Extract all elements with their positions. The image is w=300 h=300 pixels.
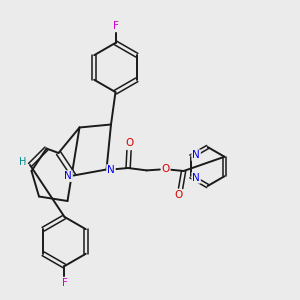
Text: N: N	[192, 150, 200, 160]
Text: H: H	[19, 157, 26, 167]
Text: N: N	[192, 173, 200, 183]
Text: F: F	[62, 278, 68, 288]
Text: O: O	[125, 138, 134, 148]
Text: N: N	[107, 165, 115, 175]
Text: F: F	[113, 21, 119, 32]
Text: O: O	[174, 190, 182, 200]
Text: O: O	[161, 164, 170, 174]
Text: N: N	[64, 171, 72, 181]
